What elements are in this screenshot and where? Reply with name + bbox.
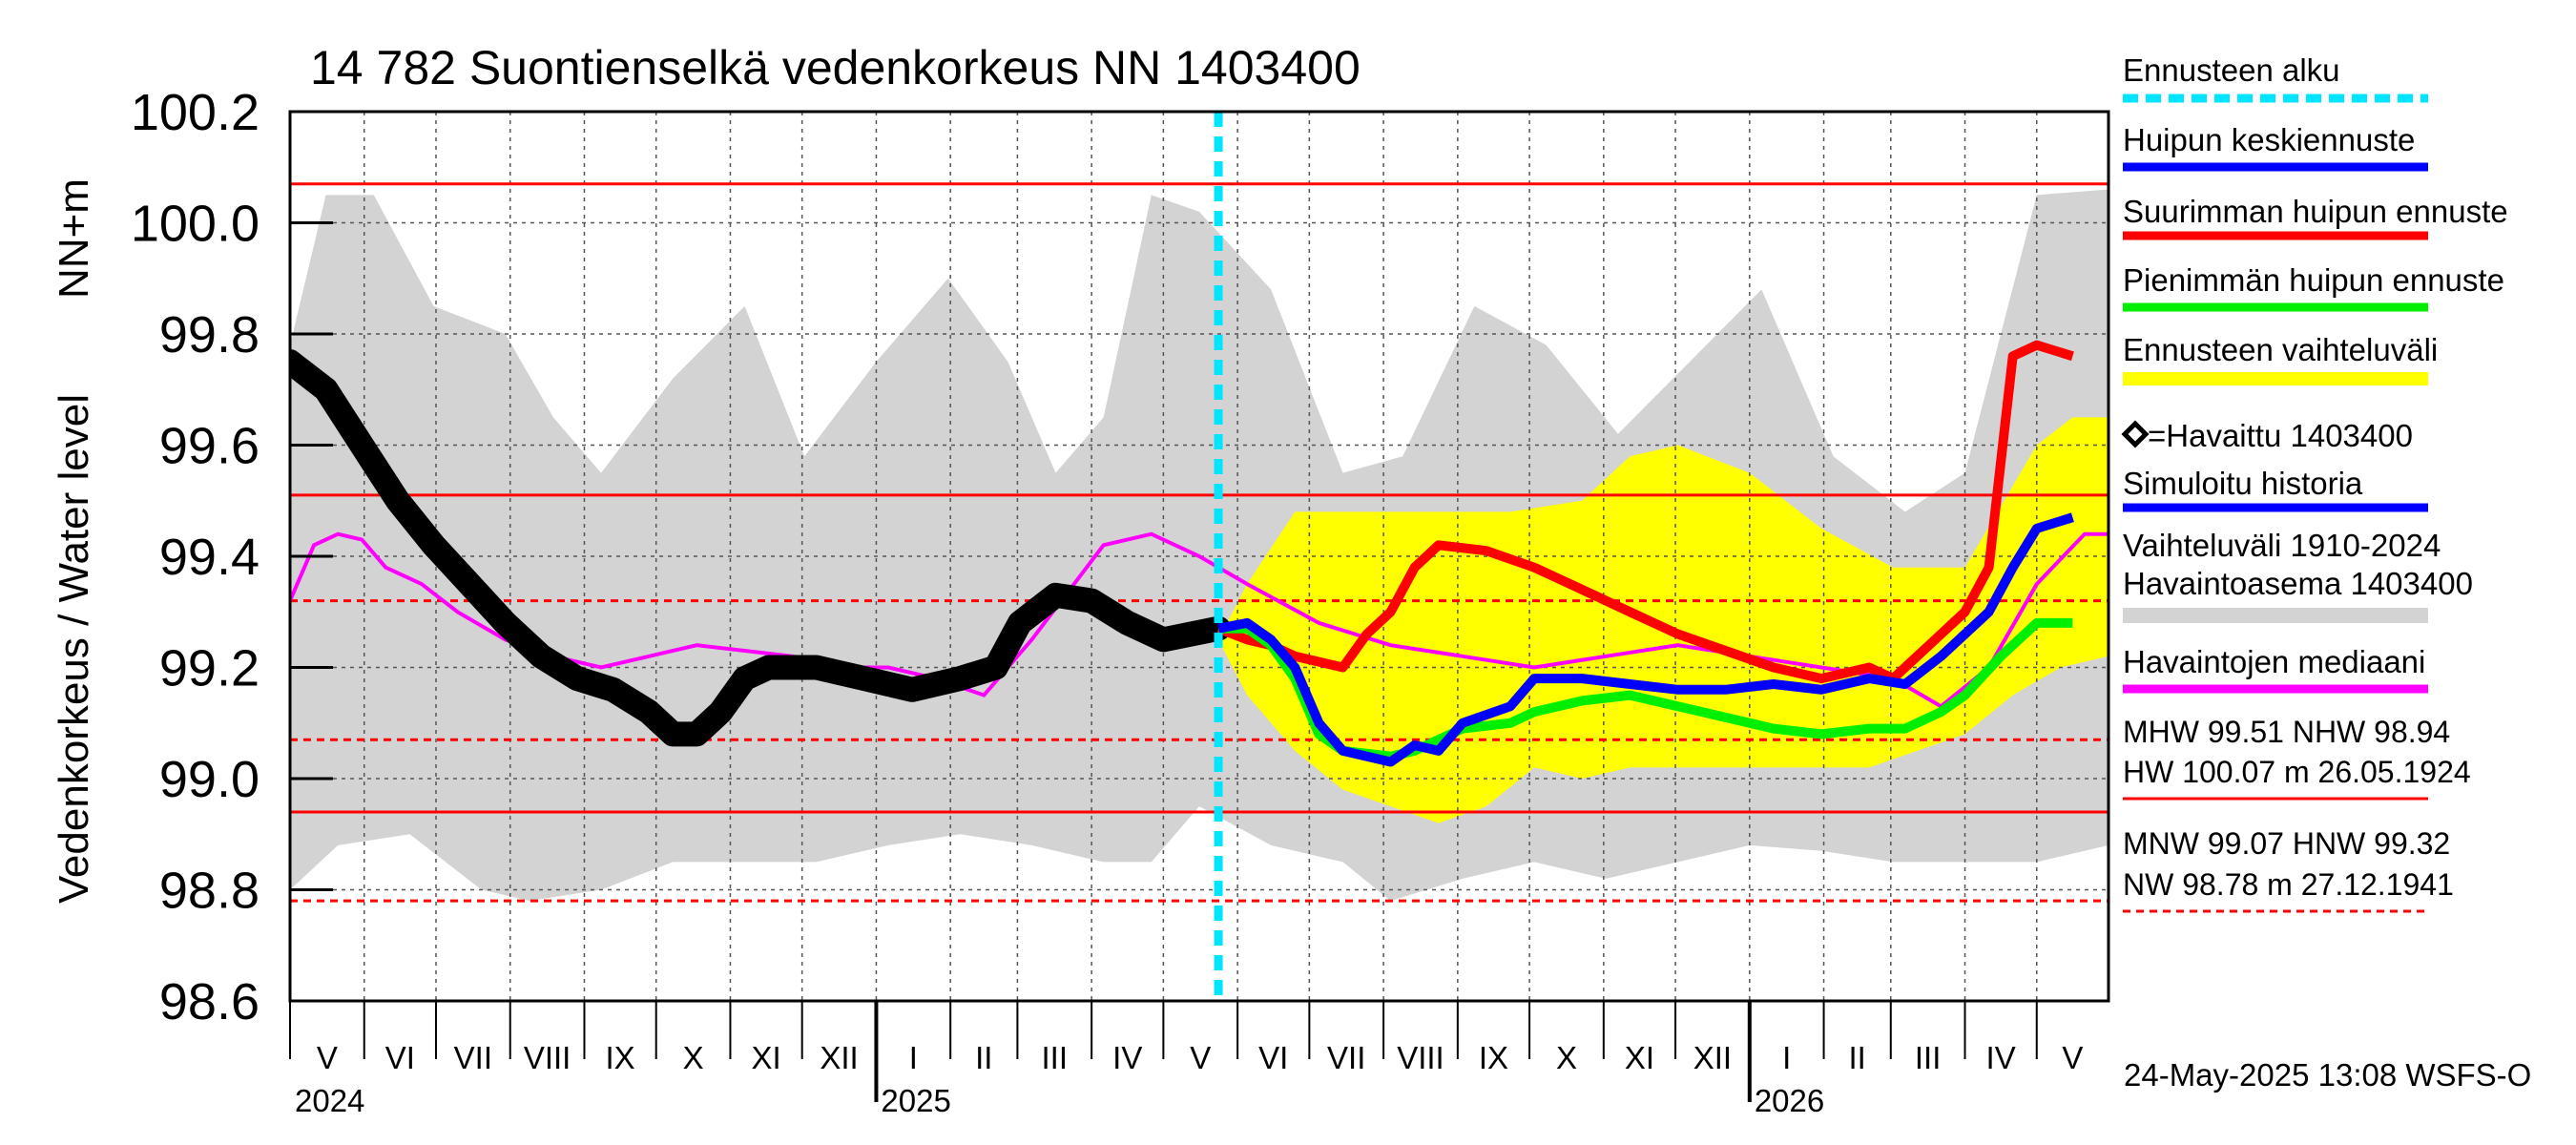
- y-tick-label: 99.2: [159, 640, 260, 697]
- month-label: II: [975, 1040, 992, 1075]
- month-label: VI: [1258, 1040, 1288, 1075]
- y-axis: 100.2 100.0 99.8 99.6 99.4 99.2 99.0 98.8 98.6: [131, 84, 333, 1030]
- y-tick-label: 99.4: [159, 529, 260, 586]
- legend-label: Simuloitu historia: [2123, 466, 2363, 501]
- legend-label: Havaintojen mediaani: [2123, 644, 2425, 679]
- year-label: 2024: [295, 1083, 364, 1118]
- legend-label: Ennusteen vaihteluväli: [2123, 332, 2438, 367]
- y-tick-label: 98.6: [159, 973, 260, 1030]
- month-label: XII: [820, 1040, 858, 1075]
- forecast-range-band: [1218, 417, 2109, 823]
- forecast-mean-line: [1217, 512, 2074, 767]
- month-label: X: [1556, 1040, 1577, 1075]
- month-label: XII: [1693, 1040, 1732, 1075]
- month-label: III: [1042, 1040, 1069, 1075]
- legend-label: Pienimmän huipun ennuste: [2123, 262, 2504, 298]
- month-label: XI: [751, 1040, 780, 1075]
- y-axis-unit-label: NN+m: [51, 178, 97, 299]
- year-label: 2025: [881, 1083, 950, 1118]
- month-label: IX: [1479, 1040, 1508, 1075]
- legend: Ennusteen alku Huipun keskiennuste Suurimm…: [2121, 52, 2508, 913]
- y-tick-label: 99.6: [159, 418, 260, 475]
- month-label: II: [1848, 1040, 1865, 1075]
- month-label: I: [1782, 1040, 1791, 1075]
- y-axis-label: Vedenkorkeus / Water level: [51, 394, 97, 904]
- month-label: VIII: [1397, 1040, 1444, 1075]
- legend-swatch: [2123, 608, 2428, 623]
- year-label: 2026: [1755, 1083, 1824, 1118]
- stats-line: HW 100.07 m 26.05.1924: [2123, 755, 2471, 789]
- month-label: X: [683, 1040, 704, 1075]
- forecast-max-line: [1216, 340, 2074, 684]
- reference-lines: [290, 182, 2109, 903]
- legend-label: Vaihteluväli 1910-2024: [2123, 528, 2441, 563]
- forecast-min-line: [1218, 617, 2073, 761]
- stats-line: NW 98.78 m 27.12.1941: [2123, 867, 2454, 902]
- month-label: III: [1915, 1040, 1942, 1075]
- month-label: IV: [1112, 1040, 1142, 1075]
- legend-label: =Havaittu 1403400: [2148, 418, 2413, 453]
- stats-line: MHW 99.51 NHW 98.94: [2123, 715, 2450, 749]
- legend-label-2: Havaintoasema 1403400: [2123, 566, 2473, 601]
- observed-line: [290, 349, 1232, 747]
- chart-title: 14 782 Suontienselkä vedenkorkeus NN 140…: [310, 41, 1361, 94]
- series-layer: [290, 112, 2109, 1001]
- legend-label: Ennusteen alku: [2123, 52, 2340, 88]
- month-label: IX: [605, 1040, 634, 1075]
- month-label: IV: [1986, 1040, 2016, 1075]
- legend-marker-observed: [2121, 420, 2150, 448]
- month-label: XI: [1625, 1040, 1654, 1075]
- stats-line: MNW 99.07 HNW 99.32: [2123, 826, 2450, 861]
- month-label: I: [909, 1040, 918, 1075]
- legend-label: Huipun keskiennuste: [2123, 122, 2415, 157]
- month-label: VII: [454, 1040, 492, 1075]
- month-label: VIII: [524, 1040, 571, 1075]
- y-tick-label: 100.0: [131, 196, 260, 253]
- month-label: V: [1190, 1040, 1211, 1075]
- y-tick-label: 99.8: [159, 306, 260, 364]
- month-label: V: [2062, 1040, 2083, 1075]
- footer-timestamp: 24-May-2025 13:08 WSFS-O: [2124, 1057, 2531, 1093]
- month-label: V: [317, 1040, 338, 1075]
- month-label: VI: [385, 1040, 415, 1075]
- legend-label: Suurimman huipun ennuste: [2123, 194, 2508, 229]
- y-tick-label: 99.0: [159, 751, 260, 808]
- month-label: VII: [1327, 1040, 1365, 1075]
- median-line: [290, 531, 2109, 709]
- y-tick-label: 98.8: [159, 863, 260, 920]
- x-axis: V VI VII VIII IX X XI XII I II III IV V VI VII VIII IX X X…: [289, 1001, 2083, 1118]
- y-tick-label: 100.2: [131, 84, 260, 141]
